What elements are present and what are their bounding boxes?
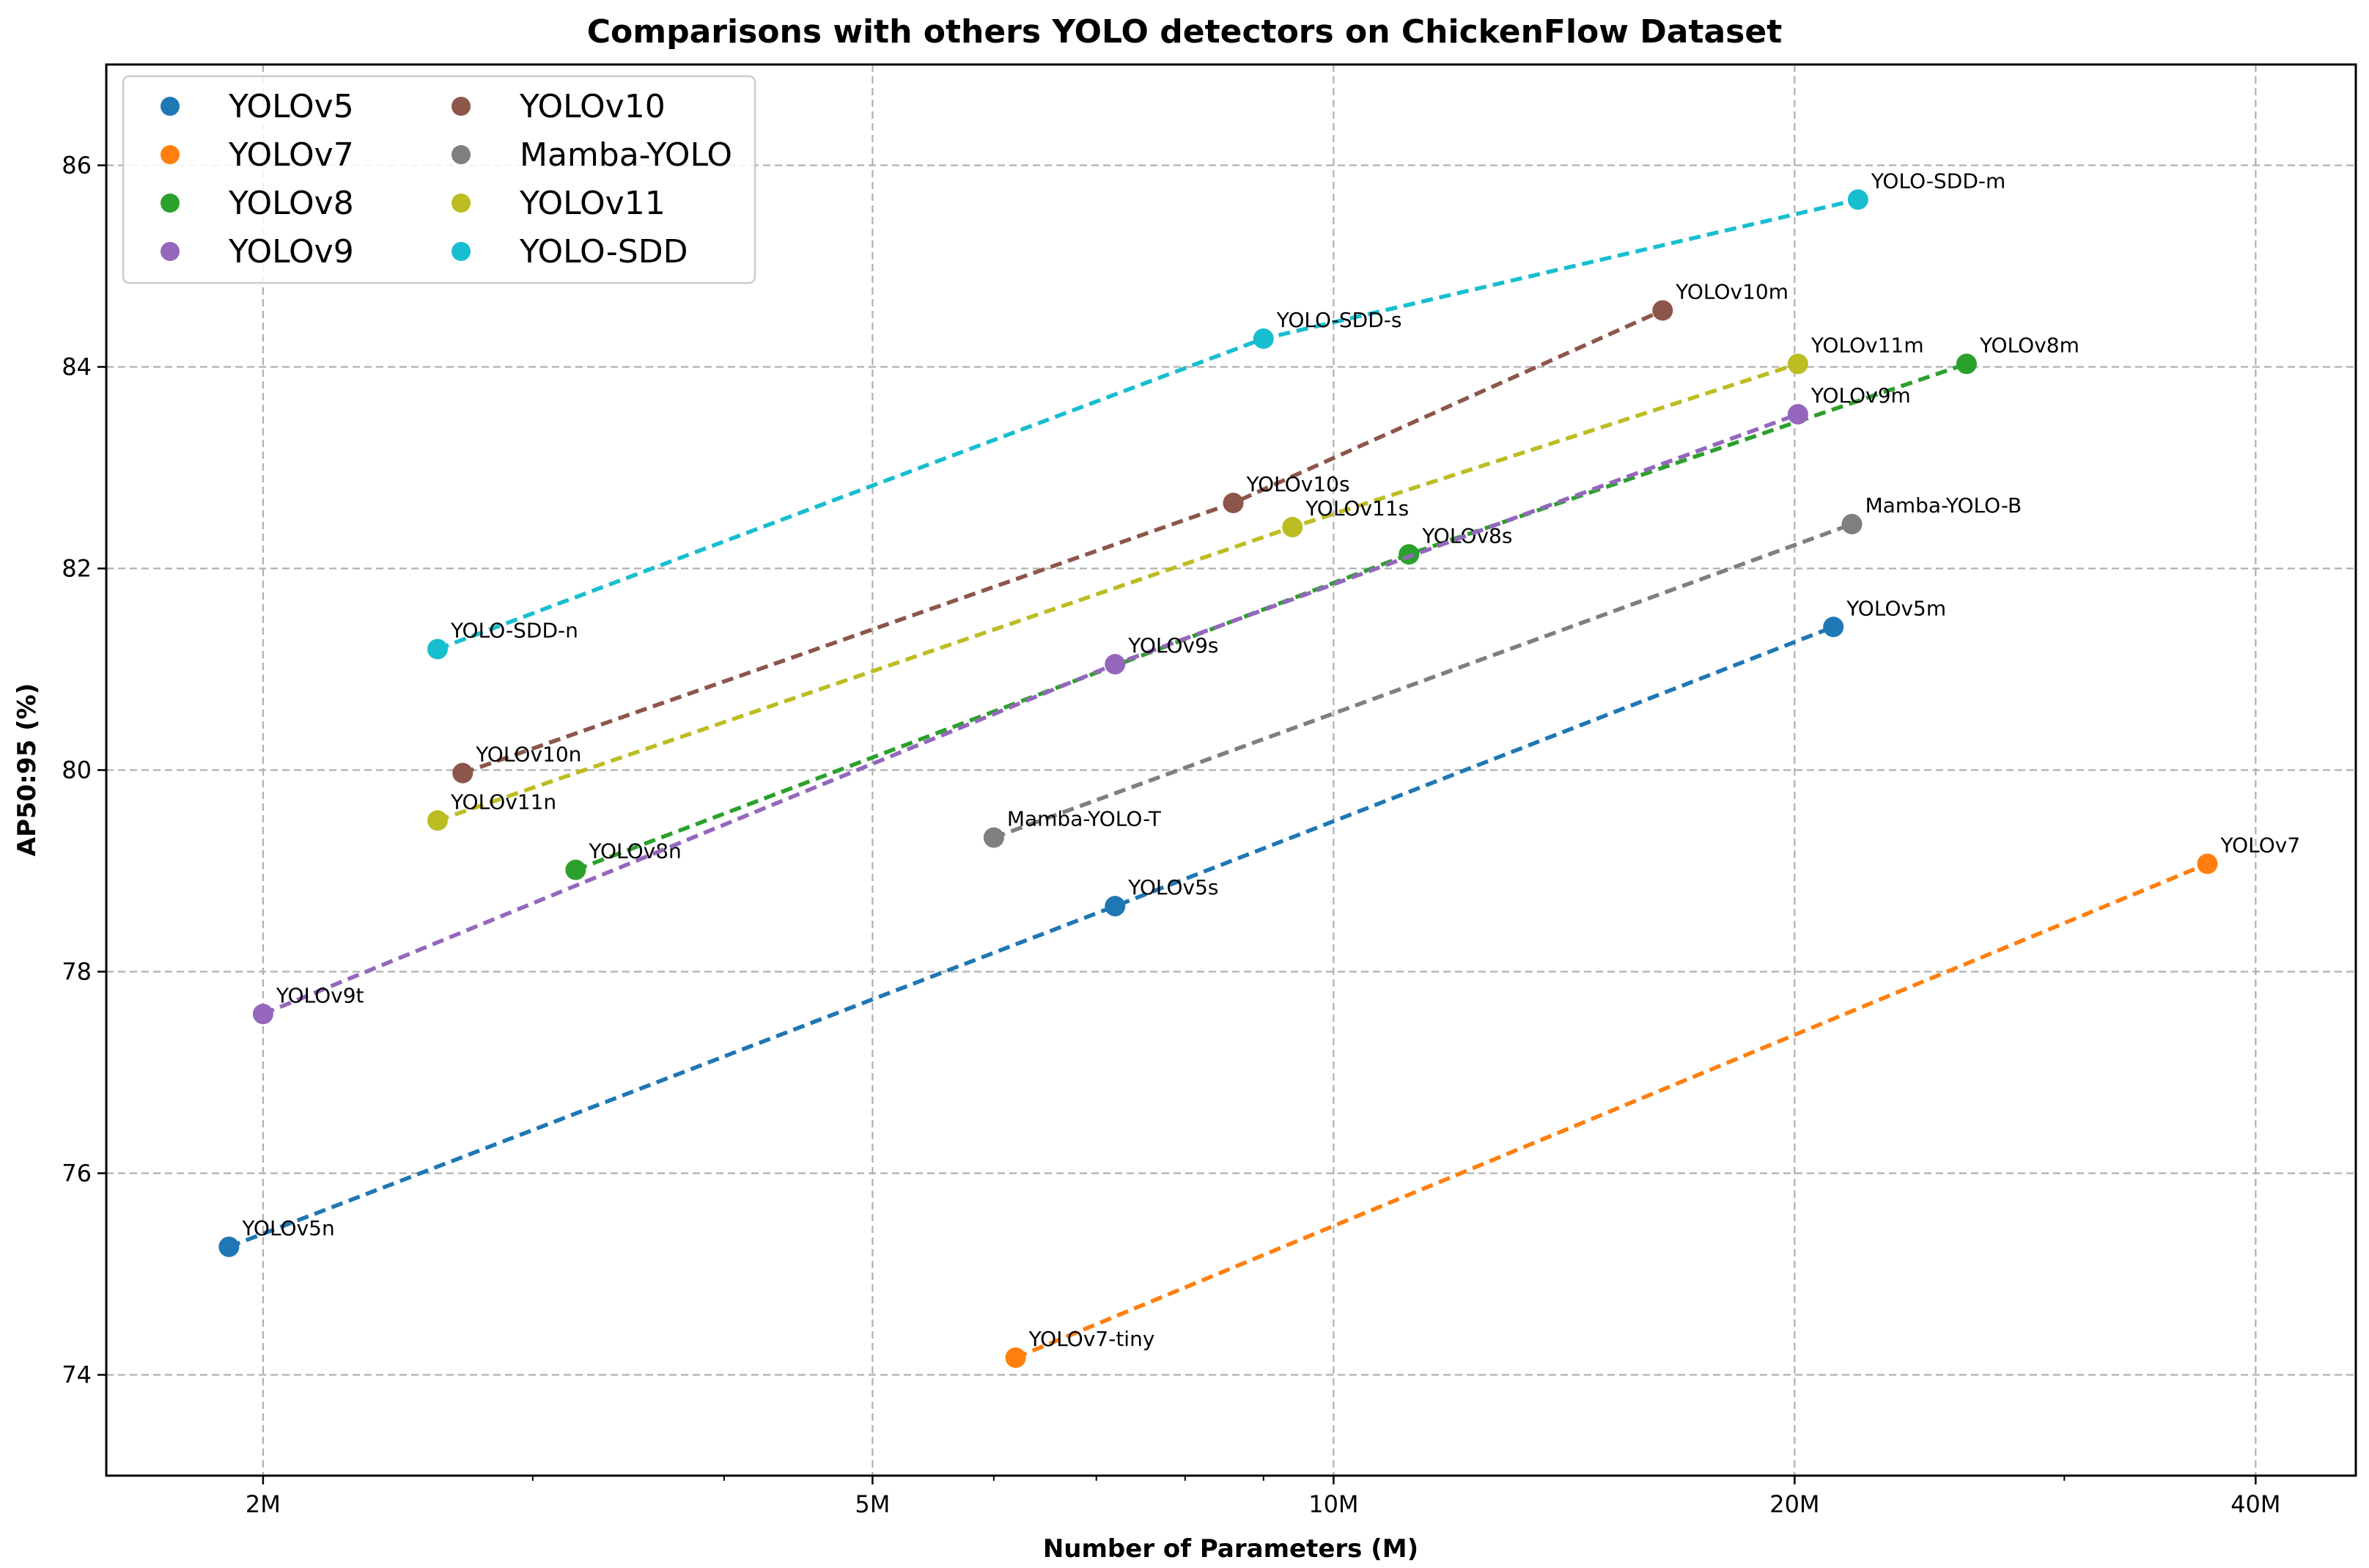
y-tick-label: 86 xyxy=(62,152,92,180)
data-point xyxy=(1253,328,1274,349)
y-tick-label: 74 xyxy=(62,1361,92,1389)
series-layer: YOLOv5nYOLOv5sYOLOv5mYOLOv7-tinyYOLOv7YO… xyxy=(218,169,2301,1369)
data-point xyxy=(1282,517,1303,538)
point-label: YOLOv11s xyxy=(1305,496,1409,520)
data-point xyxy=(565,859,586,880)
data-point xyxy=(1105,654,1126,675)
y-tick-label: 78 xyxy=(62,958,92,986)
data-point xyxy=(1787,353,1808,375)
x-tick-label: 5M xyxy=(855,1490,890,1518)
legend-box xyxy=(122,75,756,284)
legend-label: YOLOv10 xyxy=(519,88,666,125)
y-tick-label: 80 xyxy=(62,757,92,784)
series-mamba-yolo: Mamba-YOLO-T Mamba-YOLO-B xyxy=(983,493,2022,848)
data-point xyxy=(1005,1347,1026,1369)
legend-marker xyxy=(452,145,471,164)
legend-label: YOLO-SDD xyxy=(519,233,688,270)
data-point xyxy=(452,762,474,784)
series-line xyxy=(1014,861,2208,1360)
y-tick-label: 76 xyxy=(62,1160,92,1188)
legend-marker xyxy=(161,194,180,213)
point-label: YOLOv5s xyxy=(1127,875,1218,899)
legend-label: YOLOv5 xyxy=(228,88,354,125)
series-yolov10: YOLOv10n YOLOv10s YOLOv10m xyxy=(452,280,1788,784)
point-label: YOLOv9s xyxy=(1127,633,1218,658)
grid-layer xyxy=(106,65,2356,1476)
legend-label: YOLOv7 xyxy=(228,136,354,174)
legend-marker xyxy=(161,97,180,116)
series-yolov7: YOLOv7-tiny YOLOv7 xyxy=(1005,833,2301,1369)
data-point xyxy=(427,810,448,831)
series-yolov11: YOLOv11n YOLOv11s YOLOv11m xyxy=(427,333,1924,831)
y-tick-label: 82 xyxy=(62,555,92,583)
legend-marker xyxy=(161,145,180,164)
point-label: YOLOv10m xyxy=(1675,280,1788,304)
series-yolov5: YOLOv5n YOLOv5s YOLOv5m xyxy=(218,596,1946,1257)
x-axis-label: Number of Parameters (M) xyxy=(1043,1534,1418,1564)
point-label: YOLOv8n xyxy=(588,839,681,864)
x-tick-label: 20M xyxy=(1769,1490,1819,1518)
point-label: YOLOv9t xyxy=(276,983,364,1007)
y-tick-label: 84 xyxy=(62,353,92,381)
data-point xyxy=(1841,514,1863,534)
data-point xyxy=(1223,493,1244,514)
point-label: YOLOv10s xyxy=(1246,472,1350,496)
x-tick-label: 10M xyxy=(1308,1490,1358,1518)
legend-label: YOLOv11 xyxy=(519,185,666,222)
point-label: YOLOv8s xyxy=(1421,523,1512,548)
legend-label: Mamba-YOLO xyxy=(520,136,732,174)
legend-label: YOLOv8 xyxy=(228,185,354,222)
point-label: YOLO-SDD-s xyxy=(1276,308,1402,332)
legend-marker xyxy=(161,242,180,261)
data-point xyxy=(252,1004,273,1025)
data-point xyxy=(1847,189,1868,210)
legend-marker xyxy=(452,97,471,116)
series-yolov9: YOLOv9t YOLOv9s YOLOv9m xyxy=(252,383,1911,1025)
legend-label: YOLOv9 xyxy=(228,233,354,270)
x-tick-label: 40M xyxy=(2230,1490,2280,1518)
data-point xyxy=(1399,544,1420,565)
data-point xyxy=(1105,896,1126,917)
legend-marker xyxy=(452,242,471,261)
series-line xyxy=(228,625,1835,1249)
data-point xyxy=(1956,353,1977,375)
data-point xyxy=(427,638,448,660)
point-label: YOLO-SDD-n xyxy=(450,619,578,643)
point-label: YOLOv9m xyxy=(1810,383,1911,408)
data-point xyxy=(1652,300,1673,321)
legend: YOLOv5 YOLOv7 YOLOv8 YOLOv9 YOLOv10 Mamba-YOL… xyxy=(122,75,756,284)
tick-layer: 74 76 78 80 82 84 86 2M 5M 10M 20M 40M xyxy=(62,152,2280,1519)
point-label: YOLOv8m xyxy=(1979,333,2079,357)
legend-marker xyxy=(452,194,471,213)
point-label: YOLOv7 xyxy=(2220,833,2301,857)
point-label: YOLOv5m xyxy=(1846,596,1946,620)
series-line xyxy=(992,522,1853,840)
data-point xyxy=(2197,853,2218,875)
point-label: Mamba-YOLO-T xyxy=(1007,807,1162,831)
point-label: YOLO-SDD-m xyxy=(1871,169,2005,193)
point-label: YOLOv11m xyxy=(1810,333,1924,357)
point-label: YOLOv10n xyxy=(475,743,581,767)
data-point xyxy=(983,827,1004,848)
y-axis-label: AP50:95 (%) xyxy=(12,683,42,856)
data-point xyxy=(218,1236,240,1257)
data-point xyxy=(1823,616,1844,638)
data-point xyxy=(1787,404,1808,425)
x-tick-label: 2M xyxy=(246,1490,281,1518)
point-label: YOLOv7-tiny xyxy=(1028,1327,1155,1351)
series-yolo-sdd: YOLO-SDD-n YOLO-SDD-s YOLO-SDD-m xyxy=(427,169,2005,660)
point-label: Mamba-YOLO-B xyxy=(1865,493,2022,518)
point-label: YOLOv5n xyxy=(241,1216,334,1240)
point-label: YOLOv11n xyxy=(450,789,556,814)
chart-title: Comparisons with others YOLO detectors o… xyxy=(587,13,1783,51)
